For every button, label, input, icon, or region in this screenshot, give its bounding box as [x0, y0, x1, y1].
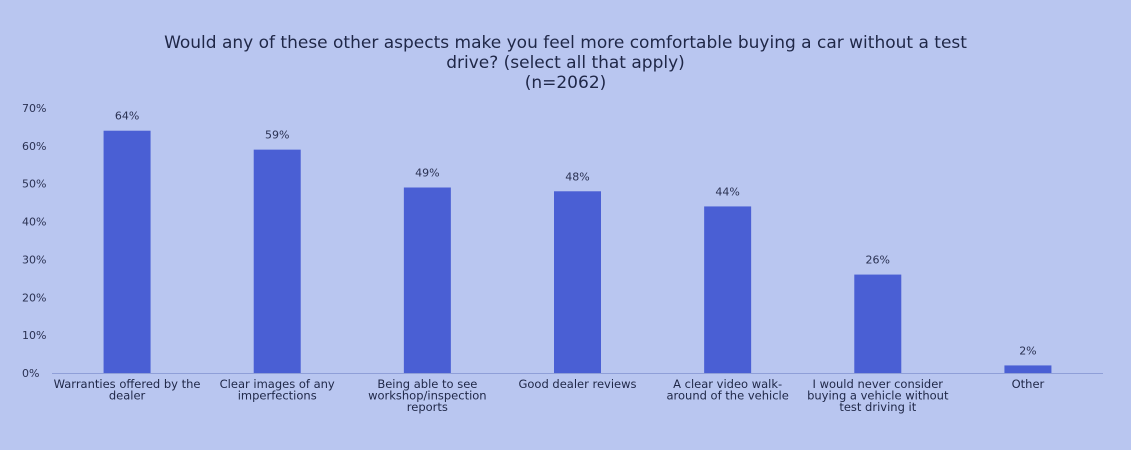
chart-title-line-1: Would any of these other aspects make yo…: [164, 33, 967, 53]
data-label: 64%: [115, 110, 139, 123]
y-tick-label: 70%: [22, 102, 46, 115]
bar: [554, 191, 601, 373]
bar: [403, 187, 451, 373]
x-category-label-line: Good dealer reviews: [518, 377, 636, 391]
data-label: 26%: [866, 254, 890, 267]
y-tick-label: 10%: [22, 329, 46, 342]
x-category-label-line: Warranties offered by the: [54, 377, 201, 391]
x-category-label-line: reports: [407, 400, 448, 414]
y-tick-label: 20%: [22, 291, 46, 304]
y-tick-label: 50%: [22, 178, 46, 191]
bar: [704, 206, 752, 373]
x-category-label: Other: [1012, 377, 1045, 391]
chart-title-line-3: (n=2062): [524, 73, 607, 93]
y-tick-label: 0%: [22, 367, 39, 380]
x-category-label-line: Being able to see: [377, 377, 477, 391]
y-tick-label: 60%: [22, 140, 46, 153]
chart-title: Would any of these other aspects make yo…: [0, 33, 1131, 93]
x-category-label: Good dealer reviews: [518, 377, 636, 391]
data-label: 48%: [565, 170, 589, 183]
bar: [854, 274, 902, 373]
x-category-label-line: workshop/inspection: [368, 389, 487, 403]
x-category-label: Being able to see workshop/inspection repo…: [368, 377, 487, 414]
chart-title-line-2: drive? (select all that apply): [446, 53, 685, 73]
x-category-label: A clear video walk-around of the vehicle: [666, 377, 788, 403]
bar: [253, 149, 301, 373]
x-category-label-line: I would never consider: [813, 377, 944, 391]
y-tick-label: 40%: [22, 216, 46, 229]
x-category-label-line: dealer: [109, 389, 146, 403]
data-label: 59%: [265, 129, 289, 142]
x-category-label-line: around of the vehicle: [666, 389, 788, 403]
x-category-label-line: Clear images of any: [220, 377, 335, 391]
y-tick-label: 30%: [22, 253, 46, 266]
data-label: 2%: [1019, 344, 1036, 357]
x-category-label-line: buying a vehicle without: [807, 389, 949, 403]
x-category-label: Warranties offered by the dealer: [54, 377, 201, 403]
x-category-label: I would never consider buying a vehicle w…: [807, 377, 949, 414]
x-category-label-line: A clear video walk-: [673, 377, 782, 391]
x-category-label-line: imperfections: [238, 389, 317, 403]
x-category-label-line: test driving it: [839, 400, 916, 414]
bar: [103, 130, 151, 373]
x-category-label-line: Other: [1012, 377, 1045, 391]
bar: [1004, 365, 1052, 373]
data-label: 44%: [715, 185, 739, 198]
x-category-label: Clear images of any imperfections: [220, 377, 335, 403]
data-label: 49%: [415, 167, 439, 180]
